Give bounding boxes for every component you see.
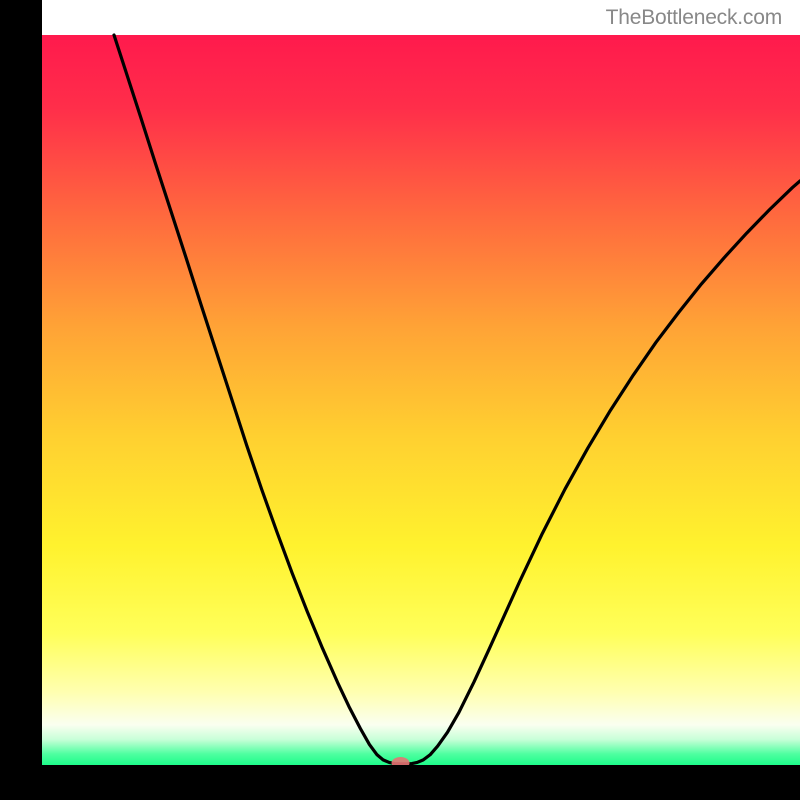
bottleneck-chart: TheBottleneck.com <box>0 0 800 800</box>
watermark-text: TheBottleneck.com <box>606 6 782 30</box>
frame-bottom <box>0 765 800 800</box>
plot-background <box>42 35 800 765</box>
frame-left <box>0 0 42 800</box>
chart-svg <box>0 0 800 800</box>
